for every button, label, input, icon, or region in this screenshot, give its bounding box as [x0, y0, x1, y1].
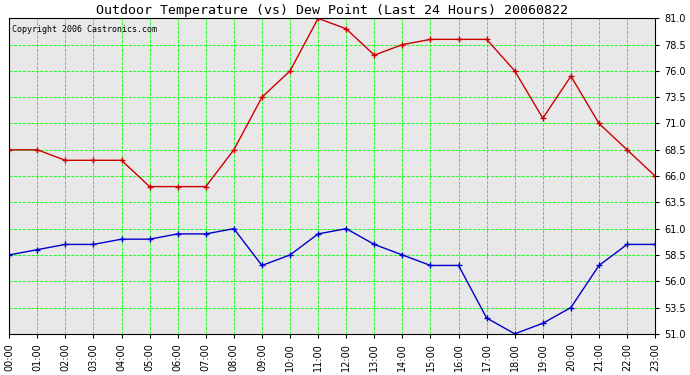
Title: Outdoor Temperature (vs) Dew Point (Last 24 Hours) 20060822: Outdoor Temperature (vs) Dew Point (Last…: [96, 4, 568, 17]
Text: Copyright 2006 Castronics.com: Copyright 2006 Castronics.com: [12, 25, 157, 34]
